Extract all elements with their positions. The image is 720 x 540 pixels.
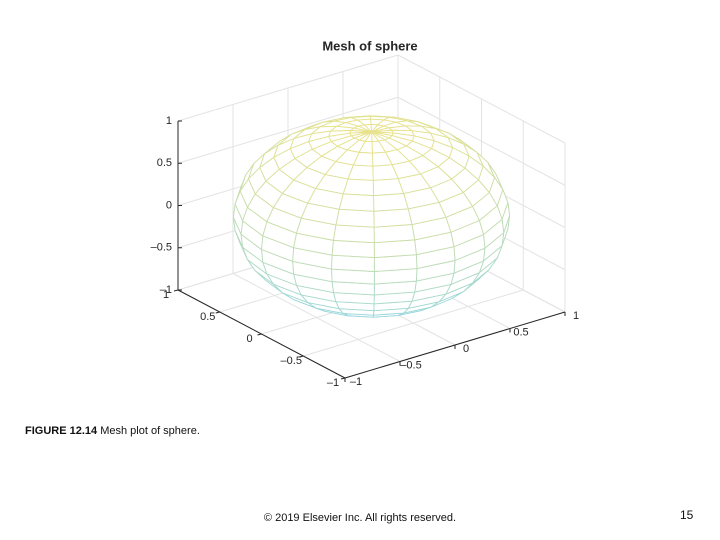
grid-line: [177, 54, 399, 122]
grid-line: [397, 54, 566, 144]
y-tick: [173, 289, 179, 292]
z-tick-label: –1: [160, 284, 172, 296]
y-tick-label: 0: [246, 333, 252, 345]
chart: Mesh of sphere –1–0.500.51–1–0.500.51–1–…: [151, 38, 579, 389]
mesh-face: [331, 239, 375, 259]
mesh-face: [372, 178, 405, 197]
y-tick: [340, 377, 346, 380]
y-tick-label: –0.5: [281, 355, 302, 367]
footer: © 2019 Elsevier Inc. All rights reserved…: [263, 512, 457, 524]
chart-title: Mesh of sphere: [322, 38, 417, 53]
caption-label: FIGURE 12.14: [25, 425, 98, 437]
y-tick: [299, 355, 304, 358]
page-number: 15: [680, 508, 694, 522]
z-tick-label: –0.5: [151, 242, 172, 254]
caption: FIGURE 12.14 Mesh plot of sphere.: [25, 425, 200, 437]
y-tick: [257, 333, 262, 336]
z-tick-label: 0.5: [157, 157, 172, 169]
mesh-face: [373, 224, 416, 244]
mesh-face: [338, 193, 375, 212]
y-tick-label: 0.5: [200, 311, 215, 323]
y-tick: [215, 311, 220, 314]
mesh-face: [342, 178, 374, 197]
x-tick-label: 0: [463, 343, 469, 355]
x-tick-label: 1: [573, 310, 579, 322]
x-tick-label: –1: [350, 376, 362, 388]
grid-line: [303, 289, 524, 357]
mesh-face: [335, 208, 375, 228]
x-tick-label: 0.5: [513, 326, 528, 338]
y-tick-label: 1: [163, 289, 169, 301]
mesh-face: [373, 208, 413, 228]
mesh-face: [333, 224, 375, 244]
caption-text: Mesh plot of sphere.: [100, 425, 200, 437]
x-tick-label: –0.5: [400, 359, 421, 371]
mesh-face: [373, 193, 409, 212]
grid-line: [397, 96, 566, 186]
y-tick-label: –1: [327, 377, 339, 389]
grid-line: [177, 96, 399, 164]
z-tick-label: 1: [166, 115, 172, 127]
z-tick-label: 0: [166, 199, 172, 211]
